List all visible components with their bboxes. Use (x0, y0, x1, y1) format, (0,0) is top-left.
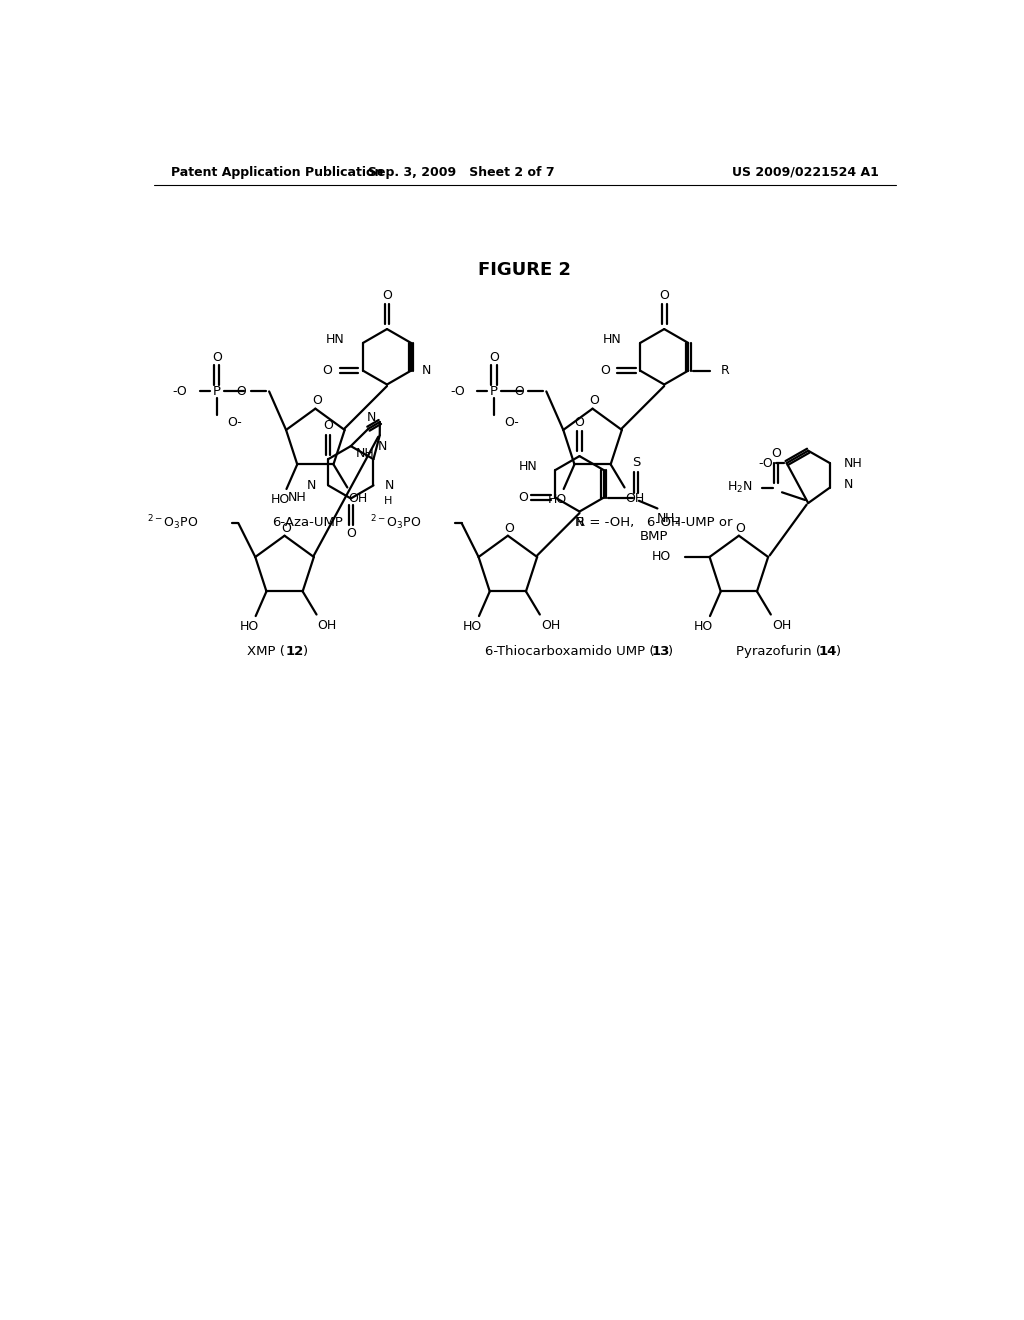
Text: OH: OH (317, 619, 337, 632)
Text: NH: NH (356, 446, 375, 459)
Text: O: O (771, 447, 780, 461)
Text: O: O (312, 395, 322, 408)
Text: -O: -O (758, 457, 773, 470)
Text: HN: HN (518, 461, 537, 474)
Text: P: P (213, 385, 221, 397)
Text: O: O (574, 416, 585, 429)
Text: N: N (378, 440, 387, 453)
Text: -O: -O (173, 385, 187, 397)
Text: O: O (382, 289, 392, 302)
Text: HO: HO (270, 494, 290, 507)
Text: $^{2-}$O$_3$PO: $^{2-}$O$_3$PO (147, 513, 199, 532)
Text: R = -OH,   6-OH-UMP or: R = -OH, 6-OH-UMP or (575, 516, 732, 529)
Text: -O: -O (232, 385, 248, 397)
Text: HO: HO (694, 620, 714, 634)
Text: O: O (518, 491, 528, 504)
Text: BMP: BMP (640, 529, 669, 543)
Text: HN: HN (326, 334, 344, 346)
Text: 6-Aza-UMP: 6-Aza-UMP (272, 516, 343, 529)
Text: NH$_2$: NH$_2$ (655, 512, 681, 527)
Text: R: R (721, 364, 729, 378)
Text: O: O (282, 521, 291, 535)
Text: XMP (: XMP ( (247, 644, 285, 657)
Text: O: O (589, 395, 599, 408)
Text: O: O (659, 289, 669, 302)
Text: NH: NH (288, 491, 306, 504)
Text: FIGURE 2: FIGURE 2 (478, 261, 571, 279)
Text: O: O (323, 364, 333, 378)
Text: US 2009/0221524 A1: US 2009/0221524 A1 (732, 166, 879, 178)
Text: HO: HO (548, 494, 567, 507)
Text: N: N (844, 478, 853, 491)
Text: OH: OH (772, 619, 792, 632)
Text: S: S (632, 455, 640, 469)
Text: Patent Application Publication: Patent Application Publication (171, 166, 383, 178)
Text: HO: HO (463, 620, 482, 634)
Text: O: O (600, 364, 609, 378)
Text: H: H (384, 496, 392, 506)
Text: HN: HN (603, 334, 622, 346)
Text: $^{2-}$O$_3$PO: $^{2-}$O$_3$PO (371, 513, 422, 532)
Text: O: O (735, 521, 745, 535)
Text: H$_2$N: H$_2$N (727, 480, 753, 495)
Text: NH: NH (844, 457, 862, 470)
Text: 14: 14 (819, 644, 838, 657)
Text: O: O (212, 351, 222, 364)
Text: -O: -O (450, 385, 465, 397)
Text: N: N (306, 479, 315, 492)
Text: HO: HO (652, 550, 671, 564)
Text: 12: 12 (286, 644, 304, 657)
Text: O: O (489, 351, 499, 364)
Text: O-: O- (505, 416, 519, 429)
Text: N: N (422, 364, 431, 378)
Text: ): ) (668, 644, 673, 657)
Text: O: O (505, 521, 514, 535)
Text: OH: OH (348, 492, 368, 504)
Text: -O: -O (510, 385, 524, 397)
Text: OH: OH (626, 492, 645, 504)
Text: N: N (384, 479, 393, 492)
Text: P: P (489, 385, 498, 397)
Text: N: N (574, 516, 584, 529)
Text: O-: O- (227, 416, 243, 429)
Text: Sep. 3, 2009   Sheet 2 of 7: Sep. 3, 2009 Sheet 2 of 7 (369, 166, 555, 178)
Text: ): ) (303, 644, 308, 657)
Text: Pyrazofurin (: Pyrazofurin ( (736, 644, 821, 657)
Text: ): ) (836, 644, 841, 657)
Text: O: O (324, 418, 333, 432)
Text: O: O (346, 528, 355, 540)
Text: N: N (367, 412, 376, 425)
Text: OH: OH (541, 619, 560, 632)
Text: 13: 13 (651, 644, 670, 657)
Text: HO: HO (240, 620, 259, 634)
Text: 6-Thiocarboxamido UMP (: 6-Thiocarboxamido UMP ( (484, 644, 654, 657)
